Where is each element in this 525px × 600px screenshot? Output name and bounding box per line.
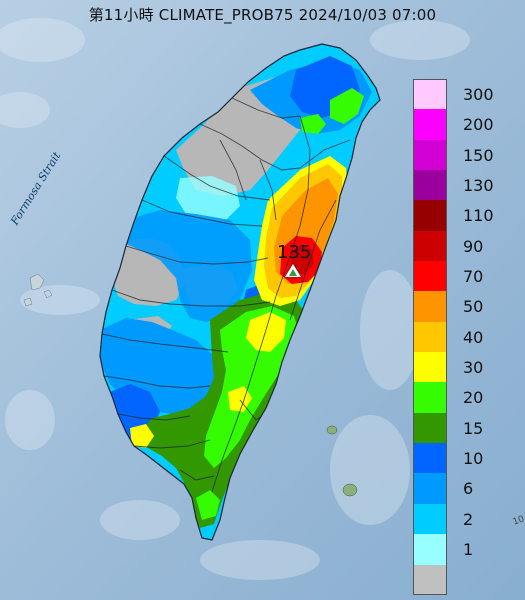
legend-label: 50 bbox=[463, 297, 484, 317]
legend-label: 300 bbox=[463, 85, 494, 104]
map-title: 第11小時 CLIMATE_PROB75 2024/10/03 07:00 bbox=[88, 6, 437, 24]
legend-label: 15 bbox=[463, 418, 484, 438]
legend-swatch bbox=[413, 170, 447, 201]
legend-row: 2 bbox=[413, 503, 513, 535]
legend-row: 30 bbox=[413, 352, 513, 383]
legend-label: 90 bbox=[463, 236, 484, 256]
legend-label: 30 bbox=[463, 358, 484, 378]
legend-label: 110 bbox=[463, 206, 494, 226]
legend-label: 150 bbox=[463, 145, 494, 165]
legend-swatch bbox=[413, 382, 447, 413]
legend-row: 40 bbox=[413, 321, 513, 353]
legend-label: 6 bbox=[463, 479, 474, 499]
legend-label: 20 bbox=[463, 388, 484, 408]
legend-row: 15 bbox=[413, 412, 513, 444]
legend-row: 200 bbox=[413, 109, 513, 140]
legend-swatch bbox=[413, 534, 447, 565]
legend-swatch bbox=[413, 564, 447, 595]
legend-row: 110 bbox=[413, 200, 513, 231]
legend-row: 300 bbox=[413, 79, 513, 110]
legend-label: 10 bbox=[463, 449, 484, 469]
legend-row: 6 bbox=[413, 473, 513, 504]
legend-row: 20 bbox=[413, 382, 513, 413]
legend-swatch bbox=[413, 503, 447, 535]
peak-value-label: 135 bbox=[277, 242, 312, 263]
legend-swatch bbox=[413, 109, 447, 140]
offshore-islands bbox=[326, 425, 358, 497]
legend-row: 90 bbox=[413, 230, 513, 262]
penghu-islands bbox=[23, 273, 53, 307]
legend-label: 1 bbox=[463, 540, 474, 560]
sea-clouds bbox=[0, 18, 470, 580]
legend-row: 1 bbox=[413, 534, 513, 565]
legend-label: 2 bbox=[463, 509, 474, 529]
legend-row: 10 bbox=[413, 443, 513, 474]
legend-swatch bbox=[413, 352, 447, 383]
legend-label: 40 bbox=[463, 327, 484, 347]
legend-row: 70 bbox=[413, 261, 513, 292]
legend-swatch bbox=[413, 261, 447, 292]
legend-label: 200 bbox=[463, 115, 494, 135]
peak-marker-icon bbox=[285, 264, 301, 277]
precip-zones bbox=[100, 56, 372, 528]
legend-swatch bbox=[413, 200, 447, 231]
legend-swatch bbox=[413, 139, 447, 171]
legend-swatch bbox=[413, 291, 447, 322]
legend-row bbox=[413, 564, 513, 595]
legend-swatch bbox=[413, 79, 447, 110]
legend-label: 130 bbox=[463, 176, 494, 196]
legend-swatch bbox=[413, 230, 447, 262]
color-legend: 300 200 150 130 110 90 70 50 40 30 20 15 10 6 2 1 bbox=[413, 79, 513, 595]
legend-row: 130 bbox=[413, 170, 513, 201]
legend-swatch bbox=[413, 412, 447, 444]
legend-swatch bbox=[413, 473, 447, 504]
legend-row: 150 bbox=[413, 139, 513, 171]
legend-swatch bbox=[413, 321, 447, 353]
legend-label: 70 bbox=[463, 267, 484, 287]
legend-row: 50 bbox=[413, 291, 513, 322]
legend-swatch bbox=[413, 443, 447, 474]
